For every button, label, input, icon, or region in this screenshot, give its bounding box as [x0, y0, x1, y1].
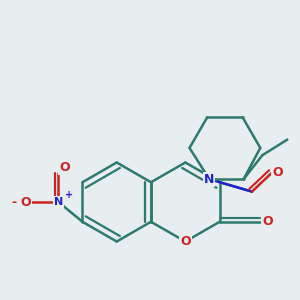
- Text: O: O: [180, 235, 191, 248]
- Text: O: O: [262, 215, 273, 228]
- Text: O: O: [20, 196, 31, 208]
- Text: O: O: [272, 167, 283, 179]
- Text: -: -: [11, 196, 16, 208]
- Text: N: N: [54, 197, 63, 207]
- Text: +: +: [65, 190, 74, 200]
- Text: O: O: [59, 160, 70, 174]
- Text: N: N: [204, 172, 214, 186]
